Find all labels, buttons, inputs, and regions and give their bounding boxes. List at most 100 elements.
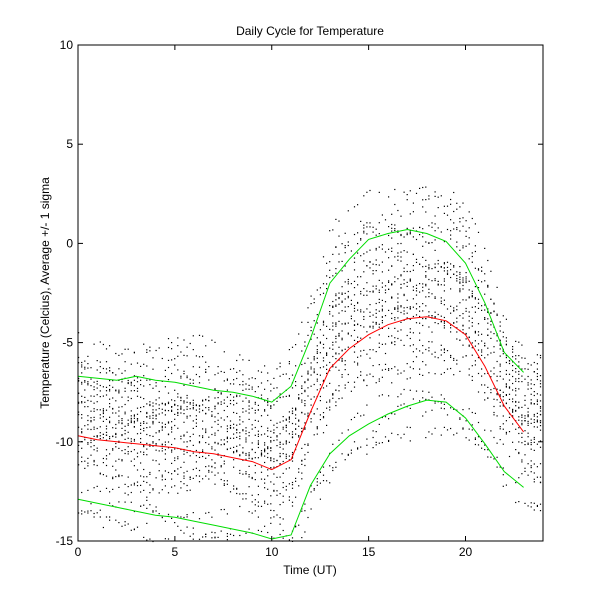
observation-dot xyxy=(180,408,182,410)
observation-dot xyxy=(450,269,452,271)
observation-dot xyxy=(152,510,154,512)
observation-dot xyxy=(481,349,483,351)
observation-dot xyxy=(245,452,247,455)
observation-dot xyxy=(127,400,129,402)
observation-dot xyxy=(301,399,303,401)
observation-dot xyxy=(366,453,368,455)
observation-dot xyxy=(474,360,476,362)
observation-dot xyxy=(295,480,297,482)
observation-dot xyxy=(490,331,492,333)
observation-dot xyxy=(84,511,86,513)
observation-dot xyxy=(220,509,222,511)
observation-dot xyxy=(363,316,365,318)
observation-dot xyxy=(211,471,213,473)
observation-dot xyxy=(322,283,325,285)
observation-dot xyxy=(512,423,514,425)
observation-dot xyxy=(384,285,387,287)
observation-dot xyxy=(450,427,452,430)
observation-dot xyxy=(282,529,284,532)
observation-dot xyxy=(316,426,318,428)
observation-dot xyxy=(127,379,129,382)
observation-dot xyxy=(164,386,166,388)
observation-dot xyxy=(84,467,86,469)
observation-dot xyxy=(406,199,408,201)
observation-dot xyxy=(378,342,380,344)
observation-dot xyxy=(211,414,213,416)
observation-dot xyxy=(406,227,408,229)
observation-dot xyxy=(335,299,337,301)
observation-dot xyxy=(422,415,424,417)
observation-dot xyxy=(90,446,92,448)
observation-dot xyxy=(394,307,396,309)
observation-dot xyxy=(285,425,287,427)
observation-dot xyxy=(254,391,256,393)
observation-dot xyxy=(425,305,427,307)
observation-dot xyxy=(381,310,383,312)
observation-dot xyxy=(505,431,507,433)
observation-dot xyxy=(428,195,430,197)
observation-dot xyxy=(394,224,396,226)
observation-dot xyxy=(341,349,343,351)
observation-dot xyxy=(214,532,216,534)
observation-dot xyxy=(533,415,535,417)
observation-dot xyxy=(295,526,297,528)
observation-dot xyxy=(440,297,442,299)
observation-dot xyxy=(307,416,309,418)
observation-dot xyxy=(527,443,529,445)
observation-dot xyxy=(539,407,542,409)
observation-dot xyxy=(282,501,284,503)
observation-dot xyxy=(443,241,445,243)
observation-dot xyxy=(279,366,281,368)
observation-dot xyxy=(267,430,269,432)
observation-dot xyxy=(369,222,371,224)
observation-dot xyxy=(211,465,213,467)
observation-dot xyxy=(183,477,185,479)
observation-dot xyxy=(87,512,89,514)
observation-dot xyxy=(512,409,514,411)
observation-dot xyxy=(471,306,473,308)
observation-dot xyxy=(192,408,194,410)
observation-dot xyxy=(245,383,247,385)
observation-dot xyxy=(189,403,191,405)
observation-dot xyxy=(264,409,266,411)
observation-dot xyxy=(459,302,461,304)
observation-dot xyxy=(155,399,157,401)
observation-dot xyxy=(515,340,517,342)
observation-dot xyxy=(161,479,163,481)
observation-dot xyxy=(87,510,89,512)
observation-dot xyxy=(403,310,405,312)
observation-dot xyxy=(93,402,95,404)
observation-dot xyxy=(496,456,498,458)
observation-dot xyxy=(260,394,263,396)
observation-dot xyxy=(344,323,346,325)
observation-dot xyxy=(437,207,439,209)
observation-dot xyxy=(434,356,436,358)
observation-dot xyxy=(388,369,390,371)
observation-dot xyxy=(285,395,287,397)
observation-dot xyxy=(512,346,514,348)
observation-dot xyxy=(527,363,529,365)
observation-dot xyxy=(282,420,284,422)
observation-dot xyxy=(369,373,371,375)
observation-dot xyxy=(189,436,191,438)
observation-dot xyxy=(493,346,495,348)
observation-dot xyxy=(124,501,126,503)
observation-dot xyxy=(124,390,126,392)
observation-dot xyxy=(490,298,492,300)
observation-dot xyxy=(180,375,182,377)
observation-dot xyxy=(264,500,266,502)
observation-dot xyxy=(347,429,349,431)
observation-dot xyxy=(81,513,83,515)
observation-dot xyxy=(295,428,297,430)
observation-dot xyxy=(192,349,194,351)
observation-dot xyxy=(267,452,269,455)
observation-dot xyxy=(419,332,421,334)
observation-dot xyxy=(372,285,374,287)
observation-dot xyxy=(295,344,297,346)
observation-dot xyxy=(425,265,427,267)
observation-dot xyxy=(369,304,371,306)
observation-dot xyxy=(140,422,142,424)
observation-dot xyxy=(425,283,427,285)
observation-dot xyxy=(239,505,241,508)
observation-dot xyxy=(127,424,129,426)
